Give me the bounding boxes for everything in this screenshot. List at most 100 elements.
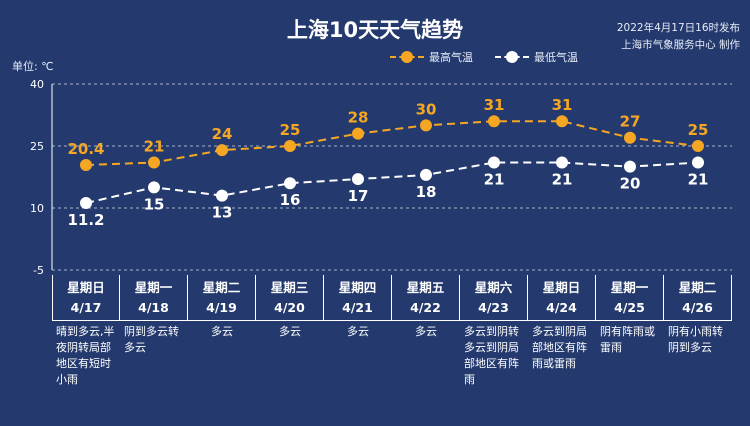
y-tick-label: 10 [30,202,44,215]
weekday-label: 星期日 [542,280,581,295]
data-label-low: 13 [212,204,233,222]
date-label: 4/26 [682,300,713,315]
weekday-label: 星期五 [406,280,445,295]
data-point-low [352,173,364,186]
day-column: 星期一 4/18 阴到多云转多云 [120,275,188,356]
day-header: 星期三 4/20 [256,275,324,321]
publish-info: 2022年4月17日16时发布 上海市气象服务中心 制作 [617,20,740,54]
day-header: 星期一 4/18 [120,275,188,321]
legend-marker-high [390,51,424,63]
day-column: 星期日 4/17 晴到多云,半夜阴转局部地区有短时小雨 [52,275,120,388]
data-point-low [216,189,228,202]
data-point-high [284,140,296,152]
data-label-low: 15 [144,195,165,213]
weekday-label: 星期二 [678,280,717,295]
day-column: 星期日 4/24 多云到阴局部地区有阵雨或雷雨 [528,275,596,372]
legend-marker-low [495,51,529,63]
date-label: 4/22 [410,300,441,315]
day-column: 星期二 4/26 阴有小雨转阴到多云 [664,275,732,356]
data-point-high [488,115,500,128]
weekday-label: 星期三 [270,280,309,295]
data-point-low [692,156,704,169]
legend-item-low: 最低气温 [495,49,578,65]
day-column: 星期五 4/22 多云 [392,275,460,340]
date-label: 4/19 [206,300,237,315]
data-point-high [216,144,228,157]
data-label-low: 21 [688,171,709,189]
weekday-label: 星期二 [202,280,241,295]
data-label-high: 31 [484,96,505,114]
data-label-low: 16 [280,191,301,209]
legend-label-low: 最低气温 [534,51,578,64]
chart-legend: 最高气温 最低气温 [390,49,600,65]
day-column: 星期二 4/19 多云 [188,275,256,340]
page-title: 上海10天天气趋势 [286,18,464,42]
data-point-high [624,131,636,144]
day-header: 星期六 4/23 [460,275,528,321]
data-point-high [692,140,704,152]
day-column: 星期六 4/23 多云到阴转多云到阴局部地区有阵雨 [460,275,528,388]
weekday-label: 星期日 [67,280,105,295]
day-column: 星期三 4/20 多云 [256,275,324,340]
temperature-chart: 40 25 10 -5 20.4 21 24 25 28 30 31 31 27 25 11.2 15 13 16… [30,78,732,277]
data-label-high: 24 [212,125,233,143]
publisher: 上海市气象服务中心 制作 [621,39,740,51]
data-point-high [148,156,160,169]
weather-description: 多云 [211,325,233,338]
day-header: 星期日 4/17 [52,275,120,321]
data-point-low [488,156,500,169]
data-label-high: 31 [552,96,573,114]
data-label-low: 11.2 [67,211,104,229]
y-axis-unit-label: 单位: ℃ [12,60,54,73]
weekday-label: 星期一 [134,280,173,295]
date-label: 4/21 [342,300,373,315]
date-label: 4/18 [138,300,169,315]
data-point-low [556,156,568,169]
data-point-low [80,197,92,210]
weather-description: 多云 [279,325,301,338]
data-point-high [420,119,432,132]
day-column: 星期一 4/25 阴有阵雨或雷雨 [596,275,664,356]
data-point-low [420,168,432,181]
weather-description: 阴有小雨转阴到多云 [668,325,723,354]
date-label: 4/23 [478,300,509,315]
legend-item-high: 最高气温 [390,49,473,65]
data-point-high [80,159,92,172]
data-label-high: 25 [688,121,709,139]
day-header: 星期一 4/25 [596,275,664,321]
data-point-high [352,127,364,140]
y-tick-label: 25 [30,140,44,153]
weekday-label: 星期一 [610,280,649,295]
data-label-high: 30 [416,100,437,118]
series-line-low [85,161,699,205]
weather-description: 阴有阵雨或雷雨 [600,325,655,354]
weather-description: 晴到多云,半夜阴转局部地区有短时小雨 [56,325,115,386]
data-label-low: 20 [620,175,641,193]
weather-description: 多云到阴局部地区有阵雨或雷雨 [532,325,587,370]
weather-description: 多云到阴转多云到阴局部地区有阵雨 [464,325,519,386]
day-header: 星期二 4/26 [664,275,732,321]
day-header: 星期五 4/22 [392,275,460,321]
data-point-low [624,160,636,173]
date-label: 4/20 [274,300,305,315]
data-label-low: 18 [416,183,437,201]
day-header: 星期日 4/24 [528,275,596,321]
date-label: 4/17 [70,300,102,315]
day-header: 星期四 4/21 [324,275,392,321]
date-label: 4/25 [614,300,645,315]
y-tick-label: 40 [30,78,44,91]
data-label-high: 25 [280,121,301,139]
data-label-low: 17 [348,187,369,205]
series-line-high [85,120,699,167]
weekday-label: 星期四 [338,280,377,295]
day-column: 星期四 4/21 多云 [324,275,392,340]
data-label-low: 21 [552,171,573,189]
weather-description: 阴到多云转多云 [124,325,179,354]
data-label-low: 21 [484,171,505,189]
data-point-high [556,115,568,128]
data-label-high: 20.4 [67,140,104,158]
date-label: 4/24 [546,300,577,315]
data-point-low [284,177,296,190]
y-tick-label: -5 [33,264,44,277]
weather-description: 多云 [347,325,369,338]
